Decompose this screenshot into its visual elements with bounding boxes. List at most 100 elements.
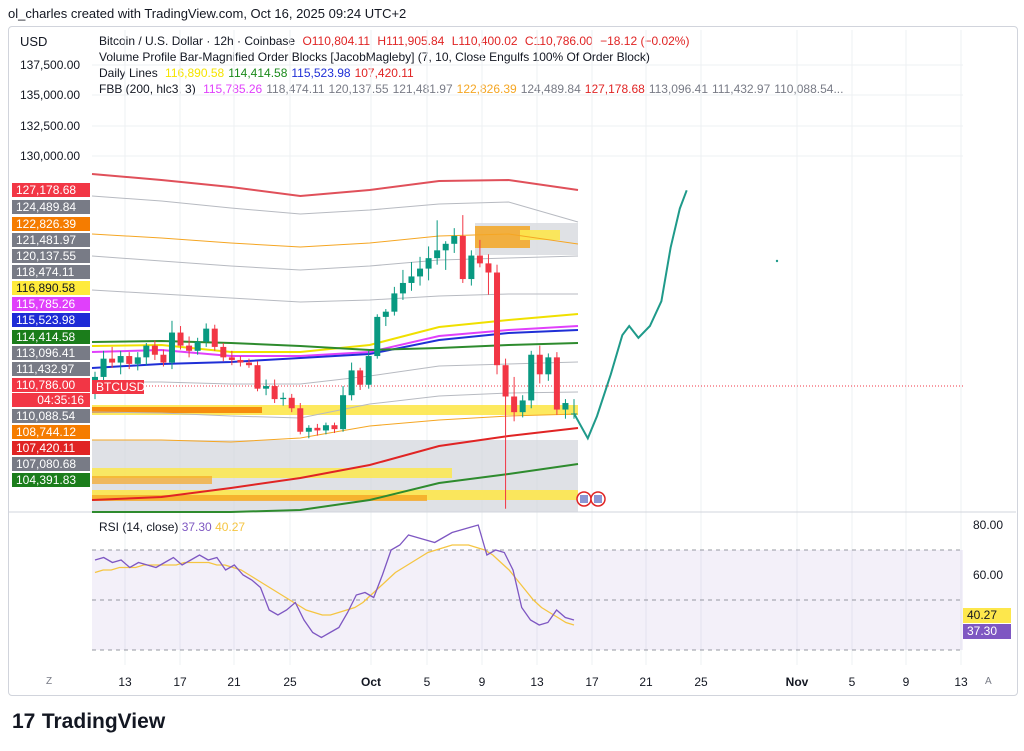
order-block — [92, 407, 262, 413]
candle-body — [442, 243, 449, 251]
auto-scale-toggle[interactable]: A — [985, 676, 992, 687]
projection-dot — [775, 259, 779, 263]
rsi-line — [94, 524, 575, 639]
candlesticks — [92, 215, 577, 509]
rsi-value: 37.30 — [181, 520, 212, 534]
candle-body — [485, 263, 492, 273]
time-axis-label: 21 — [639, 675, 653, 689]
rsi-value-tag: 37.30 — [963, 624, 1011, 639]
rsi-legend[interactable]: RSI (14, close) 37.30 40.27 — [99, 520, 245, 534]
fbb-value: 118,474.11 — [266, 82, 325, 96]
candle-body — [528, 354, 535, 401]
symbol-tag: BTCUSD — [92, 380, 145, 394]
candle-body — [322, 425, 329, 431]
indicator-line — [91, 391, 579, 419]
time-axis-label: 17 — [173, 675, 187, 689]
candle-body — [494, 272, 501, 366]
time-axis-label: 17 — [585, 675, 599, 689]
price-axis-130000: 130,000.00 — [20, 149, 81, 163]
candle-body — [151, 345, 158, 355]
candle-body — [100, 358, 107, 377]
price-label: 108,744.12 — [12, 425, 90, 439]
candle-body — [160, 354, 167, 363]
legend-symbol-row: Bitcoin / U.S. Dollar · 12h · Coinbase O… — [99, 33, 851, 49]
candle-body — [220, 346, 227, 358]
candle-body — [237, 359, 244, 363]
price-label: 107,420.11 — [12, 441, 90, 455]
fbb-value: 122,826.39 — [456, 82, 517, 96]
candle-body — [399, 282, 406, 294]
candle-body — [177, 332, 184, 346]
rsi-pane — [92, 524, 963, 651]
time-axis-label: 9 — [478, 675, 486, 689]
candle-body — [519, 400, 526, 413]
price-label: 114,414.58 — [12, 330, 90, 344]
rsi-label: RSI (14, close) — [99, 520, 179, 534]
price-axis-137500: 137,500.00 — [20, 58, 81, 72]
time-axis-label: 9 — [902, 675, 910, 689]
candle-body — [553, 357, 560, 410]
candle-body — [417, 268, 424, 277]
price-label: 124,489.84 — [12, 200, 90, 214]
daily-lines-label: Daily Lines — [99, 66, 158, 80]
tv-logo-icon: 17 — [12, 710, 36, 733]
candle-body — [271, 386, 278, 400]
indicator-line — [91, 173, 579, 198]
candle-body — [134, 357, 141, 364]
candle-body — [186, 345, 193, 351]
rsi-axis-60: 60.00 — [973, 568, 1004, 582]
price-label: 107,080.68 — [12, 457, 90, 471]
fbb-value: 121,481.97 — [392, 82, 453, 96]
legend-fbb-row[interactable]: FBB (200, hlc3, 3) 115,785.26 118,474.11 1… — [99, 81, 851, 97]
candle-body — [408, 276, 415, 283]
candle-body — [382, 311, 389, 317]
candle-body — [143, 345, 150, 358]
order-block — [92, 405, 578, 415]
candle-body — [391, 293, 398, 312]
time-axis-label: Nov — [785, 675, 809, 689]
price-label: 127,178.68 — [12, 183, 90, 197]
rsi-axis-80: 80.00 — [973, 518, 1004, 532]
legend-volume-profile[interactable]: Volume Profile Bar-Magnified Order Block… — [99, 50, 650, 64]
price-label: 121,481.97 — [12, 233, 90, 247]
fbb-value: 115,785.26 — [203, 82, 263, 96]
candle-body — [476, 255, 483, 264]
fbb-value: 127,178.68 — [584, 82, 645, 96]
tv-logo-text: TradingView — [41, 710, 166, 733]
price-label: 115,523.98 — [12, 313, 90, 327]
price-label: 115,785.26 — [12, 297, 90, 311]
projection-path — [573, 189, 688, 441]
legend-daily-lines-row[interactable]: Daily Lines 116,890.58 114,414.58 115,523.… — [99, 65, 851, 81]
candle-body — [357, 370, 364, 385]
time-axis-label: 13 — [118, 675, 132, 689]
daily-lines-values: 116,890.58 114,414.58 115,523.98 107,420.11 — [165, 66, 418, 80]
price-label: 111,432.97 — [12, 362, 90, 376]
currency-label[interactable]: USD — [20, 34, 48, 49]
time-axis-label: 5 — [848, 675, 856, 689]
legend-high: H111,905.84 — [377, 34, 445, 48]
legend-symbol[interactable]: Bitcoin / U.S. Dollar · 12h · Coinbase — [99, 34, 296, 48]
price-label: 04:35:16 — [12, 393, 90, 407]
time-axis-label: 25 — [283, 675, 297, 689]
time-axis-label: 5 — [423, 675, 431, 689]
candle-body — [374, 316, 381, 357]
time-axis-label: 25 — [694, 675, 708, 689]
candle-body — [511, 396, 518, 413]
rsi-ma-value: 40.27 — [215, 520, 246, 534]
rsi-ma-line — [94, 544, 575, 626]
time-axis-label: 21 — [227, 675, 241, 689]
timezone-toggle[interactable]: Z — [46, 676, 53, 687]
price-label: 104,391.83 — [12, 473, 90, 487]
indicator-line — [92, 463, 579, 513]
fbb-label: FBB (200, hlc3, 3) — [99, 82, 196, 96]
candle-body — [126, 356, 133, 364]
time-axis-label: Oct — [360, 675, 382, 689]
price-projection — [573, 189, 779, 507]
author-line: ol_charles created with TradingView.com,… — [8, 6, 407, 21]
candle-body — [536, 354, 543, 375]
candle-body — [228, 357, 235, 360]
price-label: 110,088.54 — [12, 409, 90, 423]
fbb-values: 115,785.26 118,474.11 120,137.55 121,481.97… — [203, 82, 847, 96]
candle-body — [109, 358, 116, 363]
